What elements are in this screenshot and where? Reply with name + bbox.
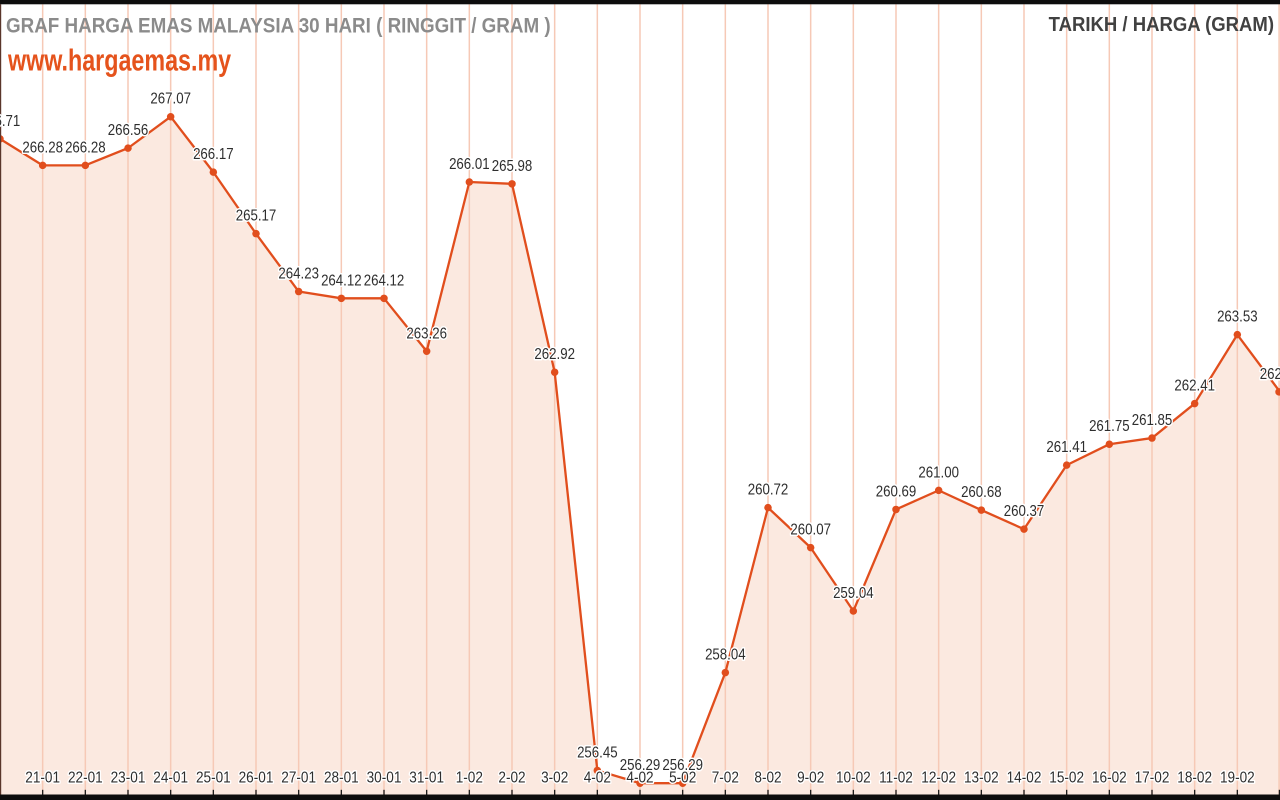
- svg-text:266.28: 266.28: [65, 139, 106, 156]
- svg-text:262.60: 262.60: [1260, 366, 1280, 383]
- svg-text:28-01: 28-01: [324, 769, 359, 786]
- svg-text:264.12: 264.12: [321, 272, 362, 289]
- svg-text:4-02: 4-02: [626, 769, 653, 786]
- svg-text:263.53: 263.53: [1217, 309, 1258, 326]
- svg-text:31-01: 31-01: [409, 769, 444, 786]
- svg-text:22-01: 22-01: [68, 769, 103, 786]
- svg-text:260.72: 260.72: [748, 482, 789, 499]
- svg-text:16-02: 16-02: [1092, 769, 1127, 786]
- svg-text:260.68: 260.68: [961, 484, 1002, 501]
- svg-text:18-02: 18-02: [1177, 769, 1212, 786]
- svg-text:266.17: 266.17: [193, 146, 234, 163]
- svg-text:263.26: 263.26: [406, 325, 447, 342]
- svg-text:www.hargaemas.my: www.hargaemas.my: [7, 42, 232, 77]
- svg-text:261.00: 261.00: [918, 464, 959, 481]
- svg-text:265.98: 265.98: [492, 158, 533, 175]
- svg-text:27-01: 27-01: [281, 769, 316, 786]
- svg-text:3-02: 3-02: [541, 769, 568, 786]
- svg-text:266.28: 266.28: [22, 139, 63, 156]
- svg-text:19-02: 19-02: [1220, 769, 1255, 786]
- svg-text:266.56: 266.56: [108, 122, 149, 139]
- svg-text:262.92: 262.92: [534, 346, 575, 363]
- svg-text:13-02: 13-02: [964, 769, 999, 786]
- svg-text:21-01: 21-01: [25, 769, 60, 786]
- svg-text:258.04: 258.04: [705, 647, 746, 664]
- svg-text:9-02: 9-02: [797, 769, 824, 786]
- svg-text:261.85: 261.85: [1132, 412, 1173, 429]
- svg-text:12-02: 12-02: [921, 769, 956, 786]
- svg-text:26-01: 26-01: [239, 769, 274, 786]
- svg-text:266.71: 266.71: [0, 113, 20, 130]
- svg-text:23-01: 23-01: [111, 769, 146, 786]
- svg-text:8-02: 8-02: [754, 769, 781, 786]
- svg-text:260.07: 260.07: [790, 522, 831, 539]
- svg-text:24-01: 24-01: [153, 769, 188, 786]
- svg-text:7-02: 7-02: [712, 769, 739, 786]
- svg-text:256.29: 256.29: [662, 757, 703, 774]
- svg-text:262.41: 262.41: [1174, 378, 1215, 395]
- svg-text:259.04: 259.04: [833, 585, 874, 602]
- svg-text:264.12: 264.12: [364, 272, 405, 289]
- svg-text:10-02: 10-02: [836, 769, 871, 786]
- svg-text:30-01: 30-01: [367, 769, 402, 786]
- svg-text:267.07: 267.07: [150, 91, 191, 108]
- svg-text:25-01: 25-01: [196, 769, 231, 786]
- svg-text:256.45: 256.45: [577, 744, 618, 761]
- svg-text:261.41: 261.41: [1046, 439, 1087, 456]
- svg-text:14-02: 14-02: [1007, 769, 1042, 786]
- svg-text:265.17: 265.17: [236, 208, 277, 225]
- svg-text:264.23: 264.23: [278, 265, 319, 282]
- svg-text:11-02: 11-02: [879, 769, 913, 786]
- svg-text:260.37: 260.37: [1004, 503, 1045, 520]
- svg-text:266.01: 266.01: [449, 156, 490, 173]
- svg-text:4-02: 4-02: [584, 769, 611, 786]
- svg-text:TARIKH / HARGA (GRAM): TARIKH / HARGA (GRAM): [1049, 13, 1274, 36]
- svg-text:2-02: 2-02: [498, 769, 525, 786]
- svg-text:15-02: 15-02: [1049, 769, 1084, 786]
- svg-text:261.75: 261.75: [1089, 418, 1130, 435]
- svg-text:256.29: 256.29: [620, 757, 661, 774]
- svg-text:GRAF HARGA EMAS MALAYSIA 30 HA: GRAF HARGA EMAS MALAYSIA 30 HARI ( RINGG…: [6, 15, 551, 38]
- svg-text:17-02: 17-02: [1135, 769, 1170, 786]
- svg-text:1-02: 1-02: [456, 769, 483, 786]
- svg-text:5-02: 5-02: [669, 769, 696, 786]
- svg-text:260.69: 260.69: [876, 483, 917, 500]
